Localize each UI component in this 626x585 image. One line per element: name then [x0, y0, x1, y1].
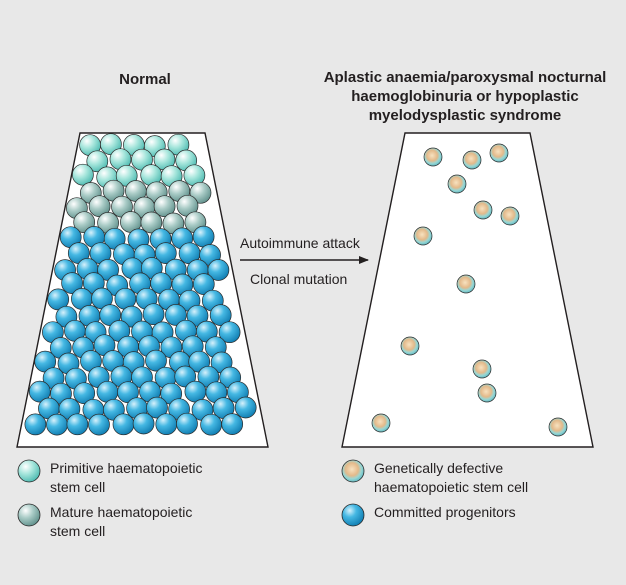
disease-title: Aplastic anaemia/paroxysmal nocturnal ha… [323, 69, 607, 124]
committed-progenitor-cell [174, 365, 197, 388]
committed-progenitor-cell [145, 349, 167, 372]
committed-progenitor-cell [142, 303, 165, 326]
committed-progenitor-cell [28, 380, 51, 403]
primitive-stem-cell-swatch [17, 459, 41, 483]
legend-swatches [17, 459, 365, 527]
defective-stem-cell [447, 174, 467, 194]
primitive-stem-cell [86, 150, 109, 173]
committed-progenitor-cell [120, 305, 143, 328]
committed-progenitor-cell [207, 259, 230, 281]
mature-stem-cell [140, 211, 163, 234]
committed-progenitor-cell [234, 396, 257, 419]
mature-stem-cell [189, 181, 212, 204]
committed-progenitor-cell [165, 304, 187, 326]
defective-stem-cell [548, 417, 568, 437]
legend-primitive: Primitive haematopoietic stem cell [16, 459, 220, 497]
defective-stem-cell [500, 206, 520, 226]
committed-progenitor-cell [209, 304, 232, 326]
committed-progenitor-swatch [341, 503, 365, 527]
defective-stem-cell [477, 383, 497, 403]
defective-stem-cell [371, 413, 391, 433]
committed-progenitor-cell [221, 413, 244, 435]
clonal-mutation-label: Clonal mutation [250, 271, 348, 287]
defective-stem-cell [413, 226, 433, 246]
committed-progenitor-cell [184, 380, 207, 403]
committed-progenitor-cell [73, 382, 96, 405]
committed-progenitor-cell [218, 321, 241, 344]
disease-cells [371, 143, 568, 437]
committed-progenitor-cell [132, 412, 155, 435]
defective-stem-cell [400, 336, 420, 356]
legend-mature: Mature haematopoietic stem cell [16, 503, 225, 541]
committed-progenitor-cell [155, 413, 178, 436]
legend-mature-label: Mature haematopoietic stem cell [50, 504, 193, 539]
committed-progenitor-cell [176, 412, 198, 435]
committed-progenitor-cell [46, 413, 68, 436]
legend-committed-label: Committed progenitors [374, 504, 516, 520]
committed-progenitor-cell [192, 225, 215, 248]
defective-stem-cell-swatch [341, 459, 365, 483]
legend-defective-label: Genetically defective haematopoietic ste… [374, 460, 529, 495]
committed-progenitor-cell [200, 413, 222, 436]
autoimmune-attack-label: Autoimmune attack [240, 235, 360, 251]
committed-progenitor-cell [61, 272, 83, 294]
committed-progenitor-cell [192, 273, 215, 295]
defective-stem-cell [489, 143, 509, 163]
normal-cells [24, 133, 257, 436]
committed-progenitor-cell [24, 413, 47, 436]
defective-stem-cell [423, 147, 443, 167]
legend-defective: Genetically defective haematopoietic ste… [340, 459, 564, 497]
defective-stem-cell [473, 200, 493, 220]
defective-stem-cell [472, 359, 492, 379]
committed-progenitor-cell [146, 396, 168, 419]
committed-progenitor-cell [154, 242, 177, 264]
defective-stem-cell [456, 274, 476, 294]
mature-stem-cell [153, 195, 176, 218]
legend-committed: Committed progenitors [340, 503, 574, 527]
normal-title: Normal [119, 71, 171, 88]
committed-progenitor-cell [88, 413, 110, 436]
committed-progenitor-cell [112, 413, 135, 436]
defective-stem-cell [462, 150, 482, 170]
mature-stem-cell-swatch [17, 503, 41, 527]
committed-progenitor-cell [66, 413, 89, 436]
primitive-stem-cell [72, 163, 94, 186]
legend-primitive-label: Primitive haematopoietic stem cell [50, 460, 203, 495]
